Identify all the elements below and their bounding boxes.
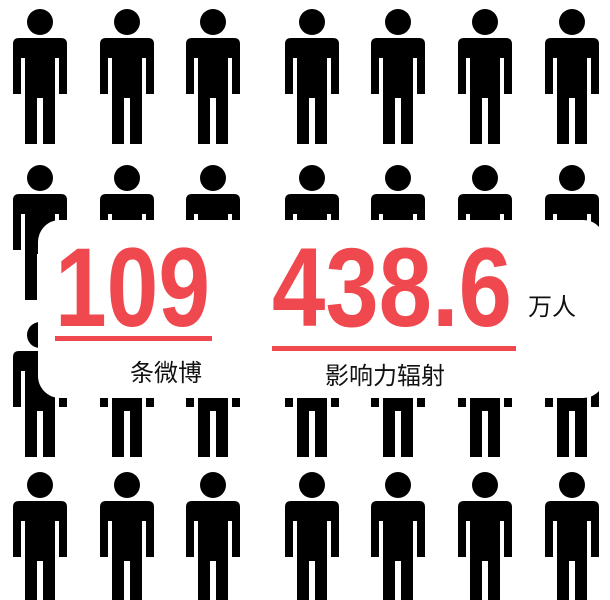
person-icon [371, 472, 425, 600]
stat-number: 438.6 [272, 225, 512, 350]
stat-caption: 条微博 [130, 359, 202, 387]
person-icon [13, 9, 67, 144]
person-icon [186, 472, 240, 600]
page: 109 条微博 438.6 万人 影响力辐射 (() => { const da… [0, 0, 610, 600]
infographic: 109 条微博 438.6 万人 影响力辐射 [0, 0, 610, 600]
person-icon [285, 9, 339, 144]
person-icon [458, 9, 512, 144]
stat-caption: 影响力辐射 [325, 362, 445, 390]
person-icon [371, 9, 425, 144]
underline [55, 336, 212, 341]
person-icon [13, 472, 67, 600]
person-icon [545, 9, 599, 144]
person-icon [285, 472, 339, 600]
stat-number: 109 [55, 225, 210, 350]
person-icon [545, 472, 599, 600]
person-icon [186, 9, 240, 144]
person-icon [100, 472, 154, 600]
person-icon [458, 472, 512, 600]
stat-unit: 万人 [528, 293, 576, 321]
person-icon [100, 9, 154, 144]
underline [272, 346, 516, 351]
